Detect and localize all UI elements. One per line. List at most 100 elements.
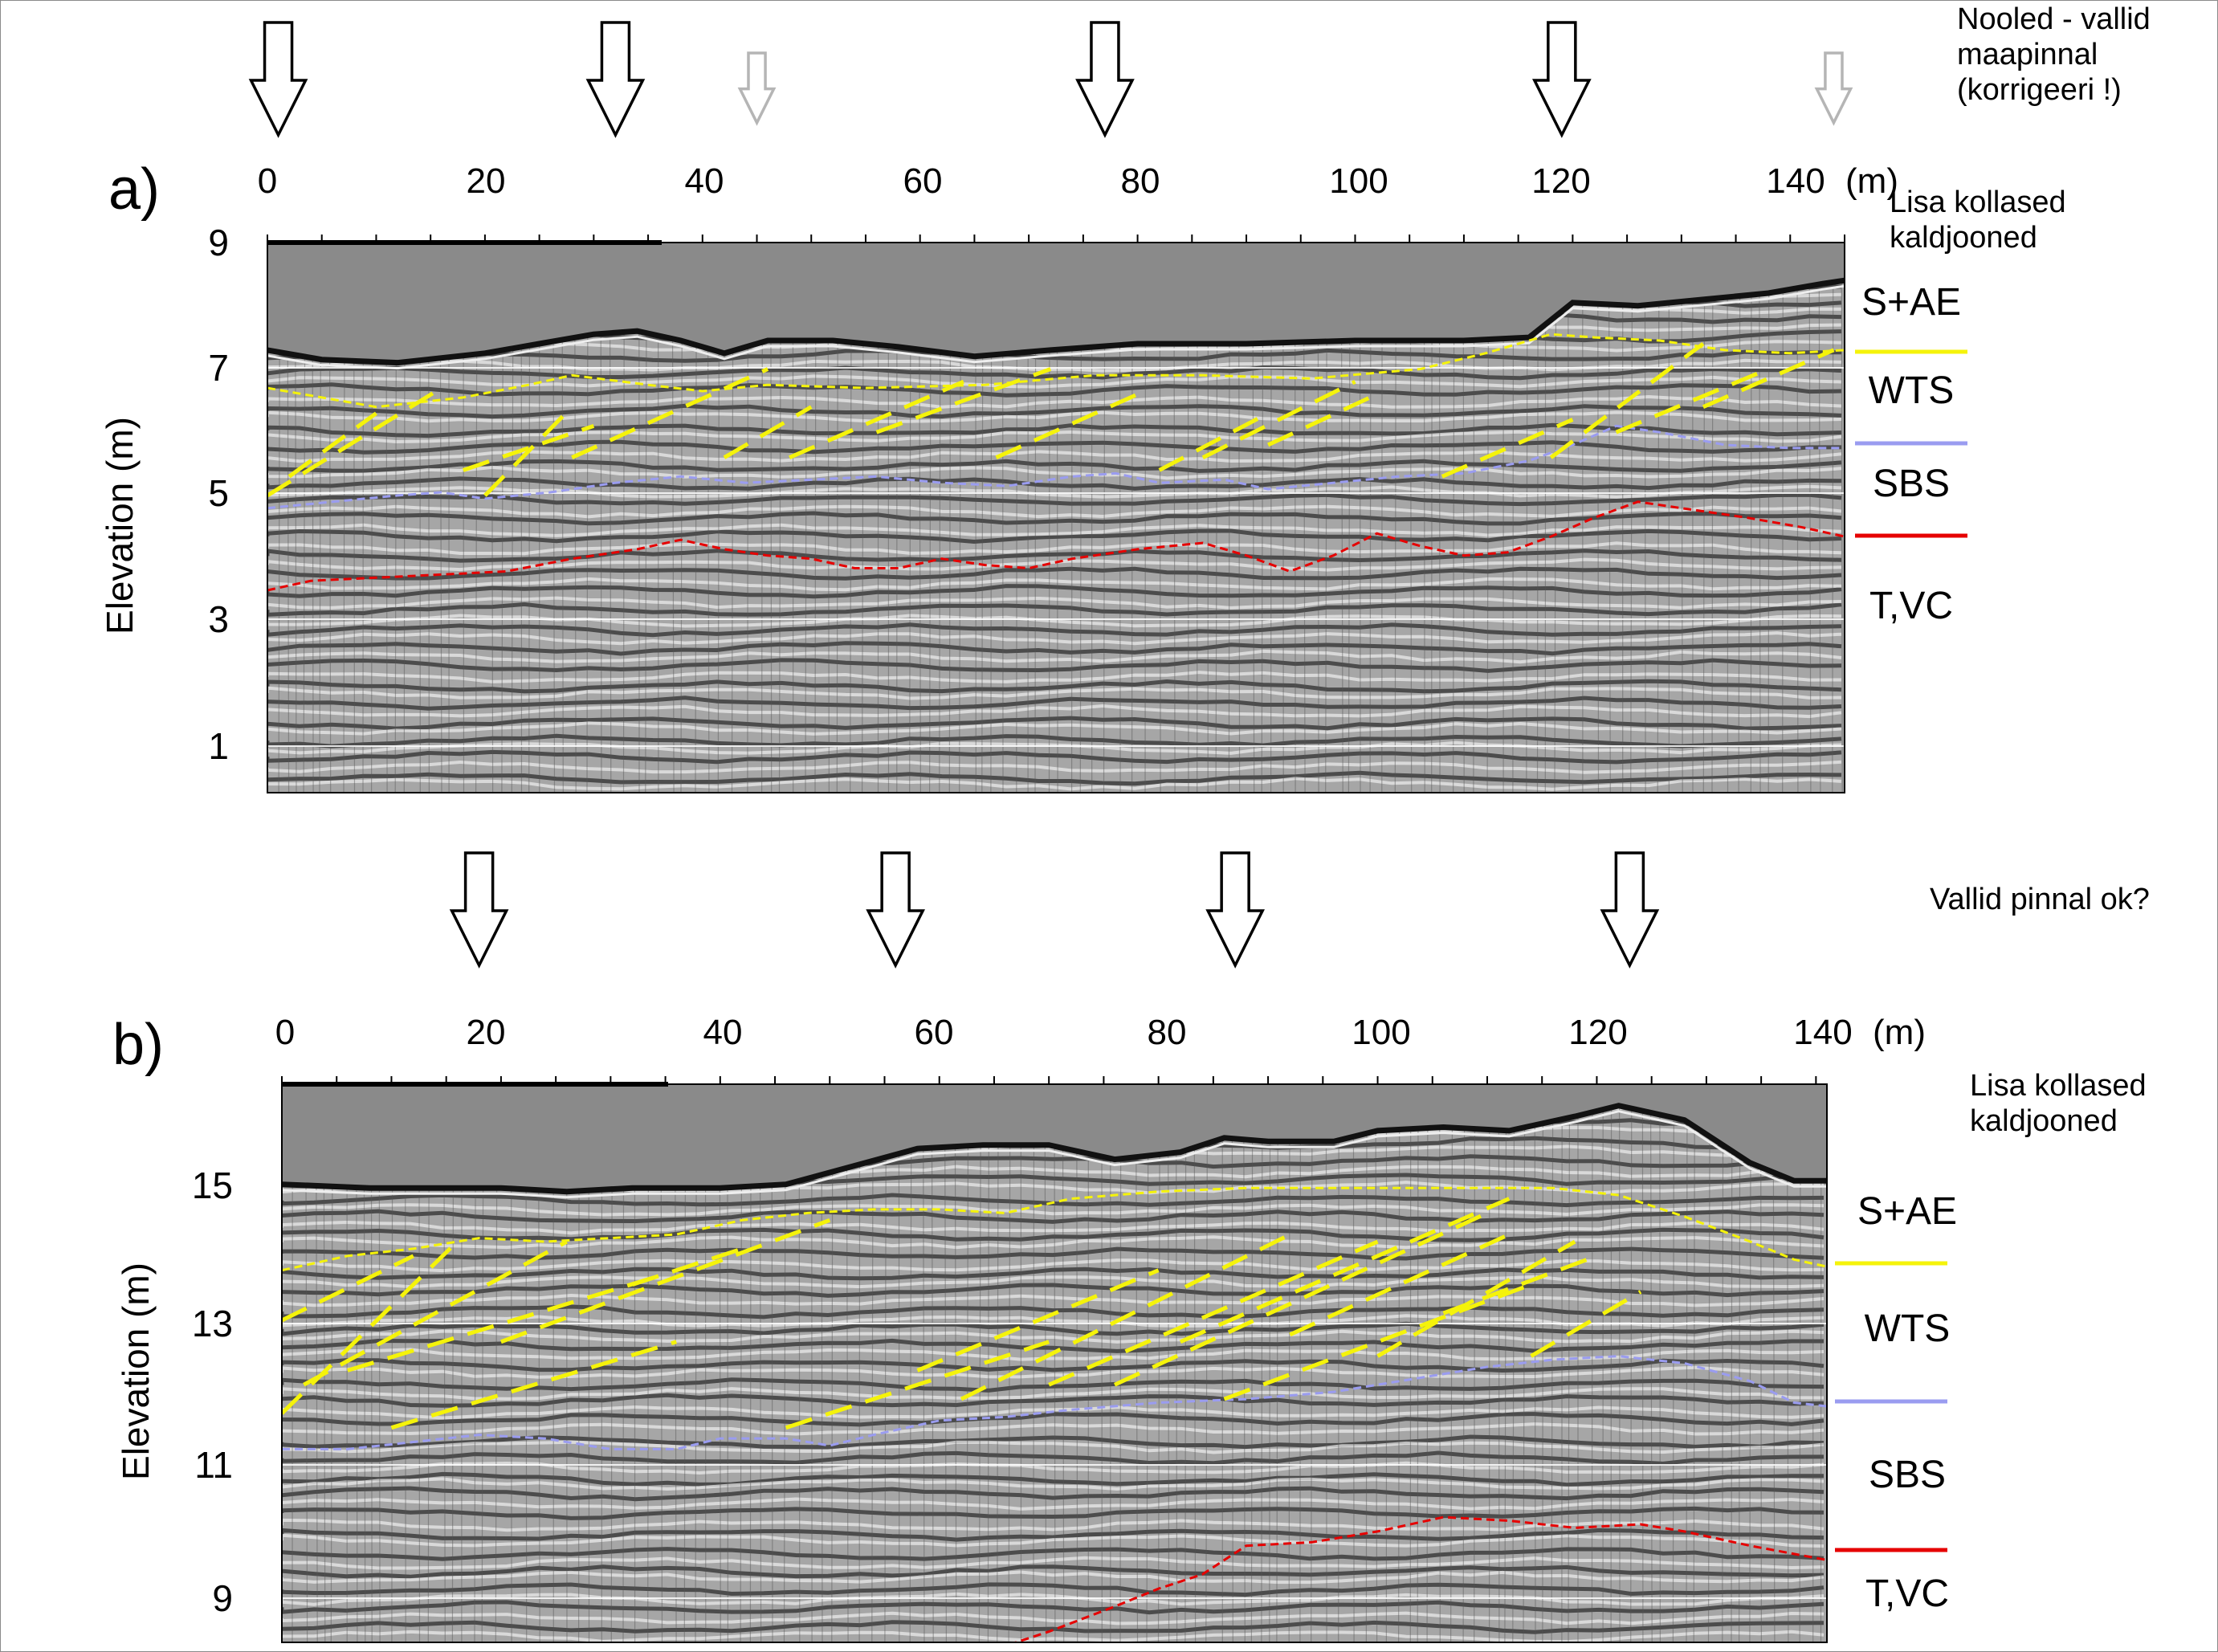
x-tick-label: 0	[275, 1013, 295, 1052]
panel-label: b)	[112, 1013, 164, 1077]
dipping-reflector	[500, 1218, 831, 1344]
ridge-arrow-icon	[248, 21, 308, 138]
ridges-ok-note: Vallid pinnal ok?	[1930, 883, 2150, 916]
ridge-arrow-icon	[1075, 21, 1135, 138]
y-tick-label: 7	[208, 347, 229, 389]
arrows-note: Nooled - vallid maapinnal (korrigeeri !)	[1957, 2, 2151, 108]
water-table-boundary	[267, 424, 1845, 510]
base-boundary	[1012, 1515, 1827, 1642]
y-tick-label: 15	[192, 1165, 233, 1206]
panel-a: 0 20 40 60 80 100 120 140 (m) 9 7 5 3 1 Elevation (m) a…	[99, 21, 1967, 793]
dipping-reflector	[785, 1340, 1050, 1430]
dipping-reflector	[631, 1246, 743, 1287]
yellow-note-a-line-1: Lisa kollased	[1890, 186, 2066, 219]
dipping-reflector	[723, 405, 813, 459]
ridge-arrow-icon	[1205, 851, 1265, 969]
trace-columns	[267, 243, 1843, 793]
air-region	[282, 1084, 1827, 1192]
x-tick-label: 40	[703, 1013, 743, 1052]
x-tick-label: 0	[258, 161, 277, 201]
dipping-reflector	[1549, 341, 1705, 459]
y-tick-label: 3	[208, 598, 229, 640]
unit-label: S+AE	[1861, 281, 1961, 324]
x-tick-label: 20	[467, 161, 506, 201]
dipping-reflector	[463, 423, 595, 472]
yellow-note-b: Lisa kollased kaldjooned	[1970, 1068, 2147, 1139]
ridge-arrow-icon	[1531, 21, 1592, 138]
ridge-arrow-icon	[866, 851, 925, 969]
ground-surface-dark	[267, 277, 1845, 366]
x-tick-label: 60	[903, 161, 943, 201]
x-unit-label: (m)	[1873, 1013, 1926, 1052]
water-table-boundary	[282, 1355, 1827, 1450]
y-tick-label: 5	[208, 472, 229, 514]
dipping-reflector	[1530, 1290, 1642, 1358]
dipping-reflector	[1223, 1283, 1532, 1401]
yellow-note-b-line-2: kaldjooned	[1970, 1104, 2118, 1138]
dipping-reflector	[1376, 1239, 1576, 1358]
unit-label: WTS	[1865, 1307, 1951, 1350]
ridge-arrow-icon	[1600, 851, 1660, 969]
dipping-reflector	[1615, 367, 1770, 434]
radargram	[267, 243, 1845, 793]
dipping-reflector	[303, 1239, 568, 1387]
surface-unit-boundary	[282, 1186, 1827, 1272]
dipping-reflector	[1114, 1211, 1489, 1387]
dipping-reflector	[1267, 392, 1378, 447]
base-boundary	[267, 500, 1845, 592]
x-tick-label: 140	[1793, 1013, 1852, 1052]
y-axis-title: Elevation (m)	[99, 417, 141, 634]
dipping-reflector	[1702, 348, 1835, 410]
uncertain-ridge-arrow-icon	[1814, 51, 1853, 126]
dipping-reflector	[1201, 379, 1356, 459]
dipping-reflector	[789, 379, 964, 459]
x-tick-label: 100	[1352, 1013, 1410, 1052]
air-region	[267, 243, 1845, 363]
unit-label: SBS	[1869, 1454, 1946, 1496]
yellow-note-b-line-1: Lisa kollased	[1970, 1069, 2147, 1103]
x-tick-label: 140	[1766, 161, 1825, 201]
unit-label: S+AE	[1857, 1190, 1957, 1233]
dipping-reflector	[483, 405, 574, 497]
radargram-frame	[267, 242, 1845, 793]
dipping-reflector	[347, 1275, 655, 1373]
x-tick-label: 20	[467, 1013, 506, 1052]
dipping-reflector	[267, 385, 443, 498]
dipping-reflector	[390, 1340, 677, 1430]
unit-label: T,VC	[1865, 1572, 1949, 1615]
y-tick-label: 9	[208, 222, 229, 263]
dipping-reflector	[282, 1254, 414, 1323]
dipping-reflector	[1179, 1197, 1511, 1344]
ground-surface-light	[282, 1110, 1827, 1199]
dipping-reflector	[287, 411, 377, 479]
radargram	[282, 1084, 1827, 1642]
dipping-reflector	[1048, 1239, 1379, 1387]
y-tick-label: 11	[194, 1444, 233, 1486]
x-tick-label: 80	[1148, 1013, 1187, 1052]
ridge-arrow-icon	[449, 851, 509, 969]
ridge-arrow-icon	[585, 21, 646, 138]
uncertain-ridge-arrow-icon	[737, 51, 777, 126]
ground-surface-dark	[282, 1103, 1827, 1195]
y-tick-label: 13	[192, 1303, 233, 1344]
radargram-frame	[281, 1083, 1828, 1643]
surface-unit-boundary	[267, 332, 1845, 409]
x-tick-label: 80	[1121, 161, 1160, 201]
arrows-note-line-1: Nooled - vallid	[1957, 2, 2151, 36]
dipping-reflector	[916, 1268, 1160, 1373]
x-tick-label: 120	[1531, 161, 1590, 201]
unit-label: SBS	[1873, 463, 1950, 505]
y-tick-label: 9	[212, 1577, 233, 1619]
dipping-reflector	[875, 367, 1052, 434]
yellow-note-a-line-2: kaldjooned	[1890, 221, 2037, 255]
panel-b: 0 20 40 60 80 100 120 140 (m) 15 13 11 9 Elevation (m…	[112, 851, 1957, 1643]
panel-label: a)	[108, 157, 160, 222]
arrows-note-line-3: (korrigeeri !)	[1957, 73, 2122, 107]
y-axis-title: Elevation (m)	[115, 1262, 157, 1480]
dipping-reflector	[995, 392, 1139, 459]
x-tick-label: 60	[915, 1013, 954, 1052]
yellow-note-a: Lisa kollased kaldjooned	[1890, 185, 2066, 255]
dipping-reflector	[960, 1232, 1291, 1401]
dipping-reflector	[571, 367, 769, 459]
